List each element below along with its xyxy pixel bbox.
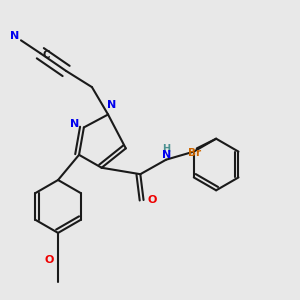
- Text: O: O: [44, 255, 54, 265]
- Text: N: N: [10, 32, 19, 41]
- Text: O: O: [148, 195, 157, 205]
- Text: Br: Br: [188, 148, 201, 158]
- Text: N: N: [107, 100, 116, 110]
- Text: N: N: [161, 150, 171, 160]
- Text: H: H: [162, 144, 170, 154]
- Text: N: N: [70, 119, 79, 129]
- Text: C: C: [42, 50, 50, 60]
